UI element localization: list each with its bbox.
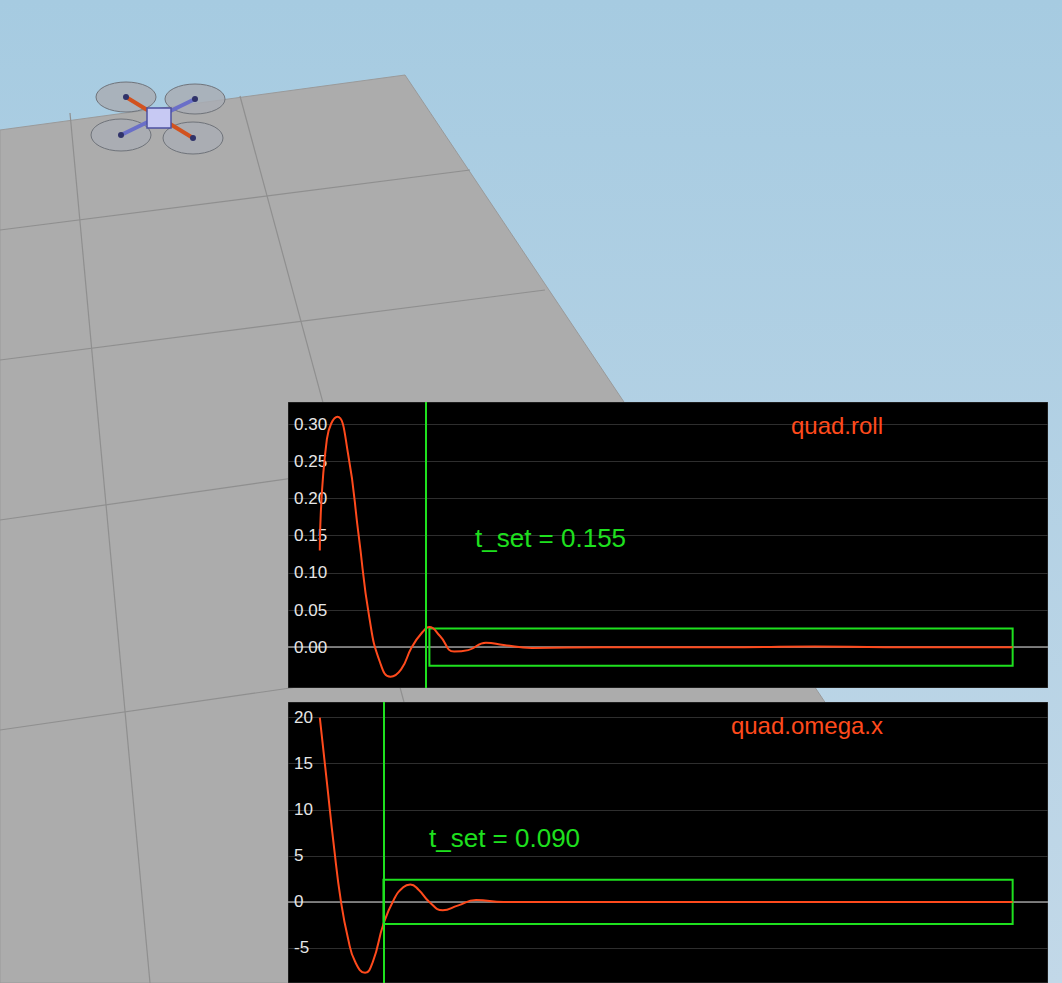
svg-text:t_set = 0.155: t_set = 0.155 bbox=[475, 523, 626, 553]
svg-text:0.30: 0.30 bbox=[294, 415, 327, 434]
svg-text:0: 0 bbox=[294, 892, 303, 911]
svg-text:0.10: 0.10 bbox=[294, 563, 327, 582]
svg-text:0.05: 0.05 bbox=[294, 601, 327, 620]
svg-text:20: 20 bbox=[294, 708, 313, 727]
svg-text:0.25: 0.25 bbox=[294, 452, 327, 471]
svg-text:15: 15 bbox=[294, 754, 313, 773]
svg-text:quad.omega.x: quad.omega.x bbox=[731, 712, 883, 739]
svg-text:-5: -5 bbox=[294, 938, 309, 957]
svg-text:t_set = 0.090: t_set = 0.090 bbox=[429, 823, 580, 853]
svg-text:5: 5 bbox=[294, 846, 303, 865]
svg-text:10: 10 bbox=[294, 800, 313, 819]
svg-text:0.15: 0.15 bbox=[294, 526, 327, 545]
svg-text:0.00: 0.00 bbox=[294, 638, 327, 657]
svg-text:quad.roll: quad.roll bbox=[791, 412, 883, 439]
svg-text:0.20: 0.20 bbox=[294, 489, 328, 509]
